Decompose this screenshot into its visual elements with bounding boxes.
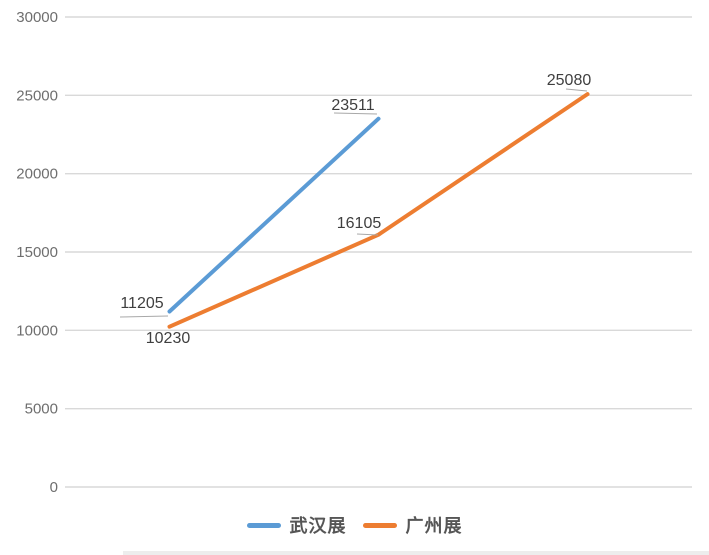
data-label-leader-23511 xyxy=(333,112,378,115)
data-label-23511: 23511 xyxy=(331,97,374,114)
y-axis-tick-label-25000: 25000 xyxy=(16,87,58,104)
data-label-10230: 10230 xyxy=(146,330,191,347)
y-axis-tick-label-0: 0 xyxy=(50,479,58,496)
data-label-25080: 25080 xyxy=(547,72,592,89)
data-label-11205: 11205 xyxy=(120,295,163,312)
y-axis-tick-label-10000: 10000 xyxy=(16,322,58,339)
legend-item-guangzhou: 广州展 xyxy=(362,512,463,538)
series-line-0 xyxy=(167,116,381,314)
data-label-leader-11205 xyxy=(119,315,169,318)
legend-item-wuhan: 武汉展 xyxy=(246,512,347,538)
y-axis-tick-label-5000: 5000 xyxy=(25,401,58,418)
legend-swatch-wuhan xyxy=(246,522,281,528)
series-line-1 xyxy=(167,92,590,329)
data-label-16105: 16105 xyxy=(337,215,382,232)
legend-label-guangzhou: 广州展 xyxy=(405,516,463,536)
y-axis-tick-label-20000: 20000 xyxy=(16,166,58,183)
legend: 武汉展 广州展 xyxy=(0,512,709,538)
legend-label-wuhan: 武汉展 xyxy=(289,516,347,536)
y-axis-tick-label-30000: 30000 xyxy=(16,9,58,26)
y-axis-tick-label-15000: 15000 xyxy=(16,244,58,261)
legend-swatch-guangzhou xyxy=(362,522,397,528)
data-label-leader-16105 xyxy=(356,233,379,236)
bottom-border-strip xyxy=(123,551,709,555)
data-label-leader-25080 xyxy=(565,88,588,92)
